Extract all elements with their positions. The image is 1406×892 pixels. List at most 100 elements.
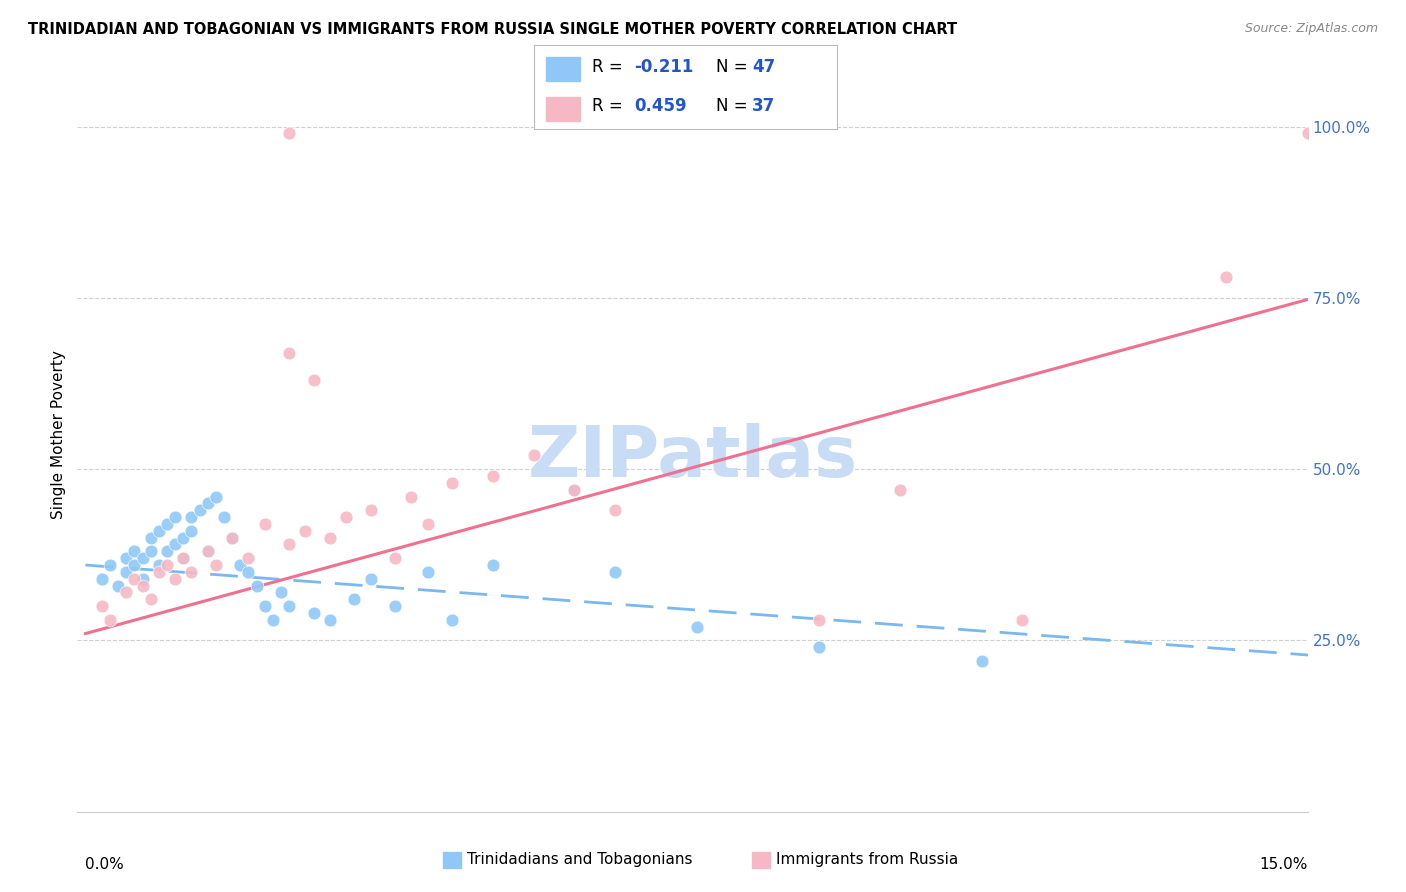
Point bbox=[165, 572, 187, 586]
Text: 47: 47 bbox=[752, 59, 775, 77]
Point bbox=[124, 544, 146, 558]
Point bbox=[360, 503, 382, 517]
Point bbox=[482, 558, 505, 572]
Point bbox=[90, 599, 112, 614]
Point bbox=[172, 531, 194, 545]
Y-axis label: Single Mother Poverty: Single Mother Poverty bbox=[51, 351, 66, 519]
Point bbox=[294, 524, 316, 538]
Point bbox=[139, 592, 162, 607]
Point bbox=[205, 558, 228, 572]
Point bbox=[115, 551, 138, 566]
Point bbox=[188, 503, 211, 517]
Point bbox=[197, 544, 219, 558]
Point bbox=[416, 565, 439, 579]
Point bbox=[384, 599, 406, 614]
Point bbox=[270, 585, 292, 599]
Point bbox=[1215, 270, 1237, 285]
Point bbox=[319, 531, 342, 545]
Point bbox=[360, 572, 382, 586]
Point bbox=[1296, 126, 1319, 140]
Point bbox=[262, 613, 284, 627]
Point bbox=[98, 558, 121, 572]
Point bbox=[562, 483, 585, 497]
Point bbox=[416, 516, 439, 531]
Point bbox=[238, 565, 260, 579]
Point bbox=[165, 510, 187, 524]
Point bbox=[115, 565, 138, 579]
Point bbox=[970, 654, 993, 668]
Point bbox=[562, 483, 585, 497]
Point bbox=[253, 599, 276, 614]
Point bbox=[278, 599, 301, 614]
Point bbox=[253, 516, 276, 531]
Point bbox=[319, 613, 342, 627]
Point bbox=[124, 572, 146, 586]
Point bbox=[139, 544, 162, 558]
Point bbox=[603, 503, 626, 517]
Point bbox=[302, 606, 325, 620]
Point bbox=[197, 496, 219, 510]
Point bbox=[603, 565, 626, 579]
Text: R =: R = bbox=[592, 59, 627, 77]
Point bbox=[197, 544, 219, 558]
Text: 15.0%: 15.0% bbox=[1260, 857, 1308, 872]
Text: 0.0%: 0.0% bbox=[86, 857, 124, 872]
Point bbox=[221, 531, 243, 545]
Point bbox=[131, 572, 153, 586]
FancyBboxPatch shape bbox=[547, 97, 579, 120]
Point bbox=[238, 551, 260, 566]
Point bbox=[482, 469, 505, 483]
Point bbox=[245, 578, 267, 592]
Point bbox=[205, 490, 228, 504]
Point bbox=[180, 510, 202, 524]
Point bbox=[441, 475, 464, 490]
FancyBboxPatch shape bbox=[547, 57, 579, 81]
Text: Trinidadians and Tobagonians: Trinidadians and Tobagonians bbox=[467, 853, 692, 867]
Text: R =: R = bbox=[592, 97, 627, 115]
Text: 0.459: 0.459 bbox=[634, 97, 686, 115]
Point bbox=[221, 531, 243, 545]
Point bbox=[156, 516, 179, 531]
Point bbox=[107, 578, 129, 592]
Point bbox=[172, 551, 194, 566]
Point bbox=[180, 524, 202, 538]
Point bbox=[229, 558, 252, 572]
Point bbox=[523, 449, 546, 463]
Point bbox=[148, 565, 170, 579]
Point bbox=[343, 592, 366, 607]
Point bbox=[172, 551, 194, 566]
Point bbox=[302, 373, 325, 387]
Point bbox=[115, 585, 138, 599]
Point bbox=[212, 510, 235, 524]
Text: N =: N = bbox=[716, 97, 752, 115]
Text: Immigrants from Russia: Immigrants from Russia bbox=[776, 853, 959, 867]
Point bbox=[148, 524, 170, 538]
Point bbox=[1011, 613, 1033, 627]
Text: -0.211: -0.211 bbox=[634, 59, 693, 77]
Point bbox=[685, 620, 707, 634]
Point bbox=[335, 510, 357, 524]
Point bbox=[278, 345, 301, 359]
Point bbox=[441, 613, 464, 627]
Point bbox=[165, 537, 187, 551]
Point bbox=[889, 483, 911, 497]
Text: Source: ZipAtlas.com: Source: ZipAtlas.com bbox=[1244, 22, 1378, 36]
Point bbox=[139, 531, 162, 545]
Point bbox=[131, 551, 153, 566]
Point bbox=[124, 558, 146, 572]
Point bbox=[90, 572, 112, 586]
Point bbox=[278, 537, 301, 551]
Point bbox=[384, 551, 406, 566]
Point bbox=[278, 126, 301, 140]
Point bbox=[807, 613, 830, 627]
Point bbox=[131, 578, 153, 592]
Text: 37: 37 bbox=[752, 97, 775, 115]
Point bbox=[98, 613, 121, 627]
Point bbox=[156, 544, 179, 558]
Text: TRINIDADIAN AND TOBAGONIAN VS IMMIGRANTS FROM RUSSIA SINGLE MOTHER POVERTY CORRE: TRINIDADIAN AND TOBAGONIAN VS IMMIGRANTS… bbox=[28, 22, 957, 37]
Point bbox=[807, 640, 830, 655]
Text: N =: N = bbox=[716, 59, 752, 77]
Point bbox=[180, 565, 202, 579]
Point bbox=[401, 490, 423, 504]
Point bbox=[156, 558, 179, 572]
